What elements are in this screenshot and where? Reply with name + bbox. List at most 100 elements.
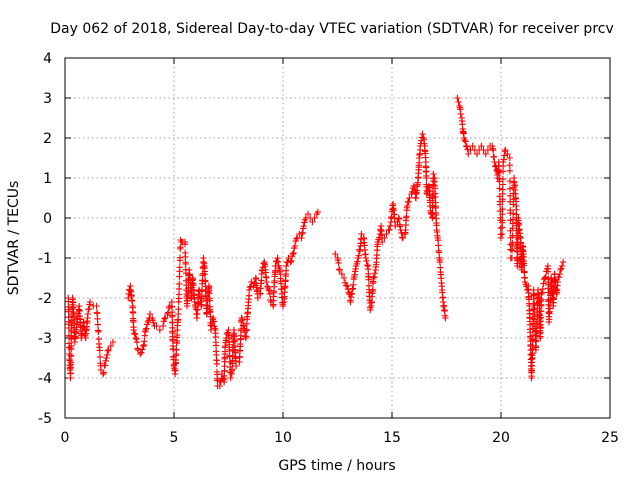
data-point-marker	[491, 163, 499, 170]
data-point-marker	[228, 366, 236, 373]
data-point-marker	[109, 338, 117, 346]
data-point-marker	[194, 306, 201, 313]
data-point-marker	[363, 257, 370, 265]
data-point-marker	[367, 306, 374, 314]
data-point-marker	[365, 276, 372, 283]
data-point-marker	[96, 347, 103, 354]
data-point-marker	[544, 268, 552, 275]
data-point-marker	[499, 175, 507, 183]
data-point-marker	[150, 319, 157, 326]
data-point-marker	[176, 280, 183, 288]
y-tick-label: 2	[43, 131, 52, 147]
y-tick-label: -2	[38, 291, 52, 307]
y-tick-label: -5	[38, 411, 52, 427]
data-point-marker	[506, 198, 514, 205]
data-point-marker	[506, 177, 514, 185]
data-point-marker	[212, 342, 220, 349]
data-point-marker	[509, 210, 517, 217]
data-point-marker	[201, 271, 209, 278]
x-tick-label: 0	[61, 430, 70, 446]
data-point-marker	[499, 168, 507, 175]
data-point-marker	[370, 273, 378, 281]
data-point-marker	[162, 314, 169, 322]
data-point-marker	[93, 302, 100, 310]
data-point-marker	[131, 330, 139, 338]
data-point-marker	[175, 291, 183, 298]
data-point-marker	[371, 270, 379, 277]
data-point-marker	[463, 143, 471, 150]
data-point-marker	[105, 346, 112, 354]
data-point-marker	[169, 313, 176, 320]
data-point-marker	[100, 369, 108, 376]
data-point-marker	[314, 208, 322, 216]
data-point-marker	[358, 230, 365, 238]
data-point-marker	[252, 275, 260, 283]
data-point-marker	[94, 321, 102, 328]
y-tick-label: 0	[43, 211, 52, 227]
data-point-marker	[430, 170, 437, 178]
data-point-marker	[239, 322, 247, 329]
data-point-marker	[227, 374, 234, 382]
data-point-marker	[226, 346, 233, 354]
data-point-marker	[461, 136, 468, 144]
data-point-marker	[304, 210, 312, 218]
data-point-marker	[103, 351, 111, 359]
data-point-marker	[94, 310, 101, 317]
data-point-marker	[350, 281, 357, 289]
data-point-marker	[156, 326, 164, 334]
data-point-marker	[164, 310, 171, 318]
data-point-marker	[538, 290, 545, 298]
data-point-marker	[243, 326, 250, 334]
data-point-marker	[263, 278, 270, 286]
data-point-marker	[96, 353, 104, 361]
data-point-marker	[455, 98, 462, 106]
data-point-marker	[435, 249, 443, 256]
data-point-marker	[260, 260, 267, 267]
x-tick-label: 10	[274, 430, 292, 446]
data-point-marker	[362, 254, 370, 262]
data-point-marker	[175, 305, 182, 313]
data-point-marker	[506, 185, 514, 192]
axis-ticks	[64, 57, 611, 419]
x-tick-label: 15	[383, 430, 401, 446]
data-point-marker	[550, 295, 557, 302]
data-point-marker	[399, 234, 407, 242]
data-point-marker	[340, 274, 348, 282]
data-point-marker	[181, 241, 189, 248]
data-point-marker	[68, 342, 75, 350]
data-point-marker	[289, 250, 297, 258]
data-point-marker	[130, 326, 137, 334]
data-point-marker	[76, 307, 83, 314]
data-point-marker	[509, 232, 516, 239]
data-point-marker	[432, 193, 439, 201]
data-point-marker	[67, 352, 75, 360]
data-point-marker	[236, 353, 243, 361]
data-point-marker	[557, 266, 564, 274]
data-point-marker	[545, 316, 553, 323]
data-point-marker	[523, 286, 531, 294]
data-point-marker	[354, 258, 361, 265]
data-point-marker	[248, 278, 255, 286]
data-series-sdtvar	[65, 94, 567, 390]
data-point-marker	[146, 310, 154, 318]
data-point-marker	[428, 210, 435, 218]
data-point-marker	[507, 246, 514, 253]
data-point-marker	[478, 142, 485, 150]
y-tick-label: -3	[38, 331, 52, 347]
data-point-marker	[538, 289, 546, 296]
data-point-marker	[442, 314, 449, 322]
data-point-marker	[554, 278, 561, 286]
data-point-marker	[556, 270, 564, 278]
data-point-marker	[198, 287, 206, 295]
data-point-marker	[245, 292, 253, 299]
data-point-marker	[104, 347, 112, 354]
data-point-marker	[273, 257, 281, 265]
data-point-marker	[532, 344, 540, 351]
data-point-marker	[102, 357, 109, 365]
data-point-marker	[198, 301, 205, 308]
data-point-marker	[283, 262, 290, 270]
data-point-marker	[65, 308, 72, 315]
data-point-marker	[182, 253, 189, 261]
data-point-marker	[436, 258, 444, 266]
data-point-marker	[139, 346, 146, 353]
